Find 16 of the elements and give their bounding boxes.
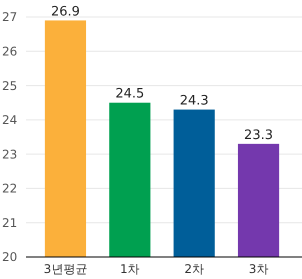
y-tick-label: 24: [2, 113, 18, 128]
y-tick-label: 26: [2, 44, 18, 58]
data-label: 24.5: [115, 86, 144, 102]
data-label: 26.9: [50, 4, 80, 20]
x-tick-label: 3년평균: [44, 262, 88, 276]
y-tick-label: 21: [2, 216, 18, 230]
y-tick-label: 23: [2, 147, 18, 162]
x-tick-label: 2차: [184, 262, 204, 276]
y-tick-label: 27: [2, 10, 18, 24]
x-tick-label: 3차: [248, 262, 268, 276]
data-label: 24.3: [180, 94, 209, 109]
x-tick-label: 1차: [120, 262, 140, 276]
data-label: 23.3: [244, 128, 274, 143]
y-tick-label: 22: [2, 182, 18, 196]
y-tick-label: 25: [2, 78, 18, 93]
y-tick-label: 20: [2, 250, 18, 264]
